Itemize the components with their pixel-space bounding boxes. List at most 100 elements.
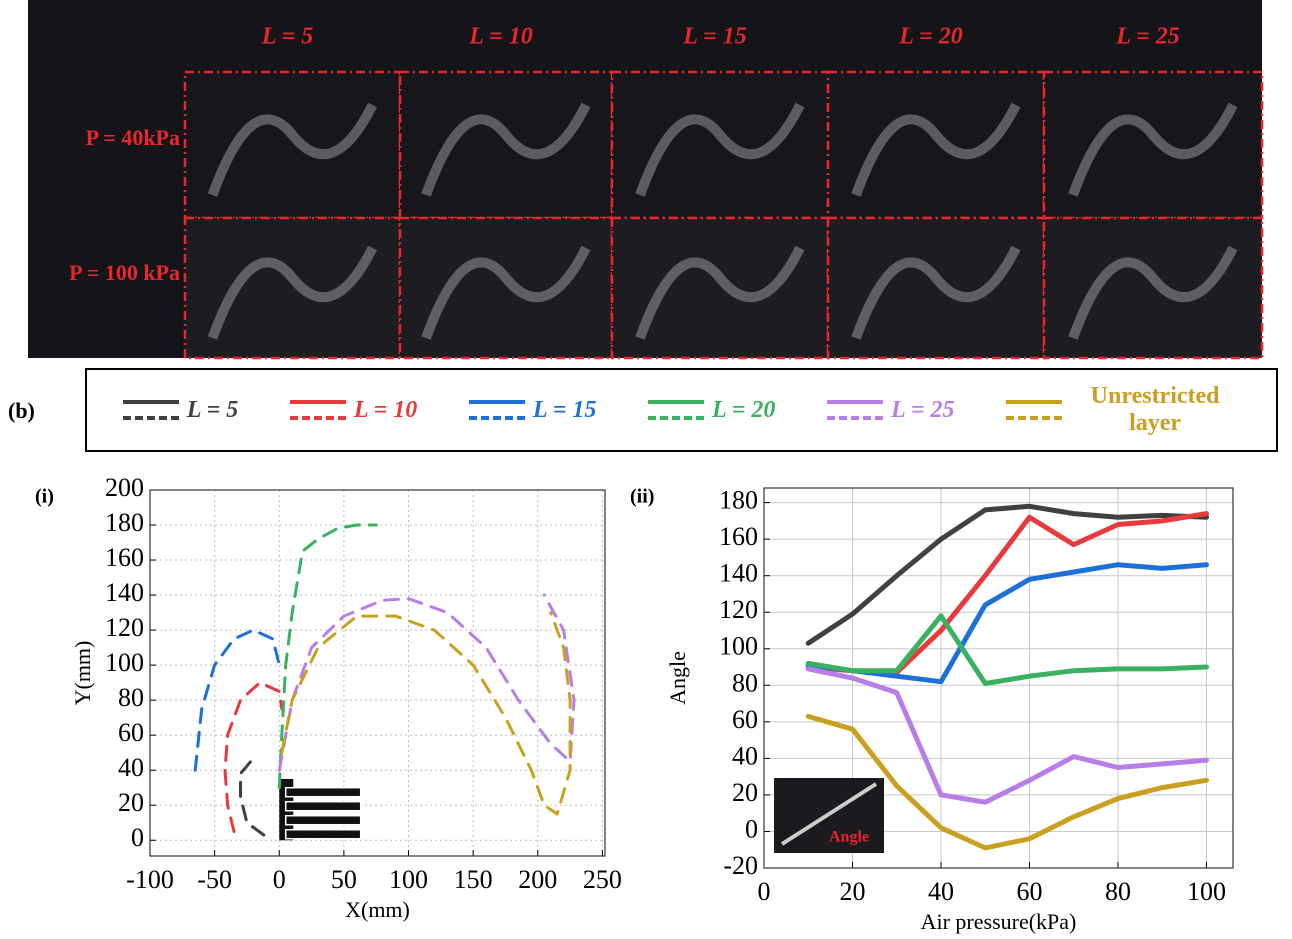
x-tick-label: 0: [273, 865, 286, 894]
actuator: [421, 245, 591, 340]
legend-swatch: [468, 400, 525, 420]
series-line: [805, 713, 1209, 851]
series-line: [239, 758, 266, 837]
panel-label: (ii): [630, 486, 654, 508]
actuator: [207, 102, 377, 197]
x-tick-label: 60: [1016, 877, 1042, 906]
x-tick-label: 50: [331, 865, 357, 894]
actuator: [207, 245, 377, 340]
legend-item: L = 5: [122, 396, 239, 424]
legend-item: L = 25: [827, 396, 955, 424]
legend-swatch: [122, 400, 179, 420]
actuator: [635, 245, 805, 340]
series-line: [223, 681, 284, 833]
legend-item: L = 20: [647, 396, 776, 424]
photo-cell: [826, 216, 1046, 360]
photo-cell: [183, 70, 402, 220]
series-line: [805, 503, 1209, 646]
series-line: [805, 666, 1209, 805]
y-tick-label: 120: [719, 595, 758, 624]
legend-item: L = 15: [468, 396, 597, 424]
y-tick-label: 60: [732, 705, 758, 734]
actuator: [851, 102, 1021, 197]
x-tick-label: 250: [583, 865, 622, 894]
y-tick-label: 140: [105, 578, 144, 607]
y-tick-label: 60: [118, 718, 144, 747]
icon-part: [284, 828, 362, 840]
series-line: [193, 628, 281, 772]
x-tick-label: 200: [518, 865, 557, 894]
series-line: [805, 613, 1209, 686]
plot-frame: [149, 489, 606, 857]
icon-part: [284, 800, 362, 812]
photo-cell: [610, 216, 830, 360]
column-label: L = 25: [1115, 24, 1179, 50]
panel-label: (a): [2, 1, 28, 26]
photo-cell: [1042, 70, 1264, 220]
actuator-icon: [279, 778, 362, 841]
legend-item: Unrestricted layer: [1006, 383, 1240, 437]
x-tick-label: 20: [839, 877, 865, 906]
legend-item: L = 10: [289, 396, 418, 424]
row-label: P = 40kPa: [86, 125, 180, 150]
actuator: [635, 102, 805, 197]
y-tick-label: 200: [105, 473, 144, 502]
legend-swatch: [1006, 400, 1063, 420]
legend-label: L = 5: [186, 396, 239, 423]
legend-label: Unrestricted layer: [1090, 383, 1220, 436]
panel-label: (b): [8, 398, 35, 423]
x-tick-label: 0: [758, 877, 771, 906]
photo-cell: [398, 70, 614, 220]
x-axis-label: Air pressure(kPa): [921, 909, 1077, 934]
panel-label: (i): [35, 486, 54, 508]
y-tick-label: 20: [732, 778, 758, 807]
row-label: P = 100 kPa: [69, 260, 180, 285]
legend-label: L = 25: [891, 396, 955, 423]
y-tick-label: 20: [118, 788, 144, 817]
x-tick-label: -100: [126, 865, 174, 894]
inset-line: [780, 782, 878, 846]
x-axis-label: X(mm): [345, 897, 410, 922]
x-tick-label: 100: [1187, 877, 1226, 906]
icon-part: [284, 786, 362, 798]
photo-cell: [398, 216, 614, 360]
x-tick-label: 100: [389, 865, 428, 894]
actuator: [851, 245, 1021, 340]
legend-label: L = 20: [711, 396, 776, 423]
y-tick-label: -20: [723, 851, 758, 880]
series-line: [277, 593, 576, 772]
legend-swatch: [827, 400, 884, 420]
column-label: L = 15: [682, 24, 746, 50]
photo-cell: [1042, 216, 1264, 360]
plot-frame: [763, 487, 1234, 869]
legend-label: L = 15: [532, 396, 597, 423]
legend: L = 5 L = 10 L = 15 L = 20 L = 25 Unrestricte…: [85, 368, 1278, 452]
actuator: [1068, 102, 1238, 197]
y-tick-label: 0: [745, 814, 758, 843]
actuator: [1068, 245, 1238, 340]
series-line: [805, 562, 1209, 685]
legend-swatch: [289, 400, 346, 420]
y-axis-label: Angle: [665, 651, 690, 705]
icon-part: [284, 814, 362, 826]
column-label: L = 5: [261, 24, 313, 50]
y-tick-label: 40: [732, 741, 758, 770]
actuator: [421, 102, 591, 197]
legend-label: L = 10: [353, 396, 418, 423]
series-line: [280, 611, 572, 816]
y-tick-label: 40: [118, 753, 144, 782]
photo-panel: (a) L = 5 L = 10 L = 15 L = 20 L = 25 P = 40k…: [2, 0, 1264, 360]
y-tick-label: 140: [719, 559, 758, 588]
y-tick-label: 180: [105, 508, 144, 537]
x-tick-label: -50: [197, 865, 232, 894]
x-tick-label: 80: [1105, 877, 1131, 906]
column-label: L = 20: [898, 24, 962, 50]
y-tick-label: 100: [105, 648, 144, 677]
x-tick-label: 150: [454, 865, 493, 894]
y-tick-label: 160: [719, 522, 758, 551]
y-tick-label: 180: [719, 486, 758, 515]
legend-swatch: [647, 400, 704, 420]
column-label: L = 10: [468, 24, 532, 50]
y-tick-label: 160: [105, 543, 144, 572]
